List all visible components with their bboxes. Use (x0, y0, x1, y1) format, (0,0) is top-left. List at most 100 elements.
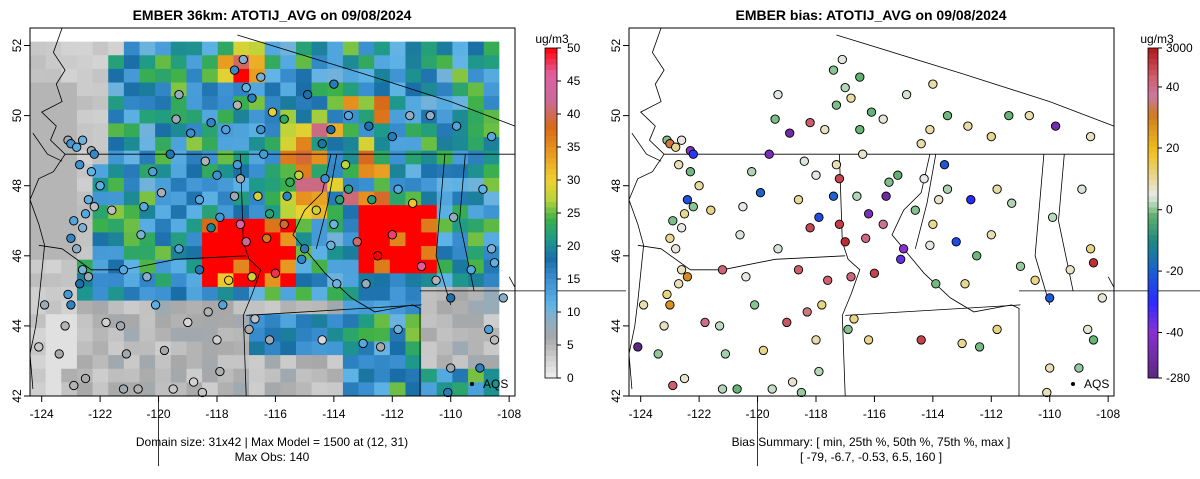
colorbar-segment (545, 119, 557, 126)
bias-point (770, 114, 780, 124)
observation-point (101, 317, 111, 328)
heatmap-cell (123, 232, 141, 247)
observation-point (446, 293, 456, 303)
heatmap-cell (92, 232, 109, 247)
observation-point (221, 124, 231, 135)
heatmap-cell (499, 191, 516, 206)
heatmap-cell (249, 82, 266, 97)
heatmap-cell (421, 355, 438, 370)
heatmap-cell (311, 300, 328, 315)
bias-point (919, 174, 929, 184)
observation-point (107, 205, 117, 215)
heatmap-cell (389, 205, 406, 220)
bias-point (957, 338, 967, 349)
colorbar-tick-label: 0 (1166, 203, 1173, 217)
colorbar-segment (545, 218, 557, 225)
heatmap-cell (374, 205, 391, 220)
heatmap-cell (170, 314, 187, 329)
heatmap-cell (217, 191, 234, 206)
heatmap-cell (139, 382, 156, 397)
heatmap-cell (389, 314, 406, 329)
observation-point (159, 345, 170, 356)
heatmap-cell (202, 259, 219, 274)
heatmap-cell (421, 164, 438, 179)
heatmap-cell (295, 314, 313, 329)
heatmap-cell (233, 123, 250, 138)
heatmap-cell (295, 368, 313, 383)
bias-point (966, 195, 976, 205)
heatmap-cell (327, 137, 344, 152)
observation-point (66, 233, 76, 243)
colorbar-segment (1148, 114, 1158, 120)
heatmap-cell (499, 82, 516, 97)
heatmap-cell (45, 109, 62, 124)
heatmap-cell (30, 68, 47, 84)
observation-point (311, 205, 321, 215)
heatmap-cell (421, 123, 438, 138)
heatmap-cell (358, 286, 375, 302)
x-tick-label: -122 (687, 407, 711, 421)
heatmap-cell (233, 368, 250, 383)
observation-point (232, 160, 243, 170)
colorbar-segment (545, 70, 557, 76)
bias-point (858, 149, 868, 159)
heatmap-cell (76, 41, 94, 56)
observation-point (408, 198, 418, 208)
bias-point (799, 156, 809, 166)
heatmap-cell (139, 368, 156, 383)
heatmap-cell (30, 137, 47, 152)
observation-point (302, 89, 313, 100)
observation-point (171, 114, 181, 124)
observation-point (448, 212, 459, 222)
heatmap-cell (233, 286, 250, 302)
colorbar-segment (545, 312, 557, 318)
heatmap-cell (295, 68, 313, 84)
heatmap-cell (123, 300, 141, 315)
colorbar-tick-label: 10 (567, 305, 581, 319)
observation-point (215, 212, 225, 222)
heatmap-cell (30, 246, 47, 261)
observation-point (416, 261, 427, 271)
bias-point (834, 174, 845, 184)
bias-point (1088, 258, 1099, 268)
heatmap-cell (421, 246, 438, 261)
x-tick-label: -118 (804, 407, 827, 421)
observation-point (156, 188, 167, 198)
observation-point (139, 202, 149, 212)
heatmap-cell (358, 232, 375, 247)
heatmap-cell (280, 28, 297, 43)
heatmap-cell (123, 150, 141, 165)
right-caption-line1: Bias Summary: [ min, 25th %, 50th %, 75t… (732, 435, 1011, 449)
heatmap-cell (342, 355, 360, 370)
heatmap-cell (468, 300, 485, 315)
heatmap-cell (295, 150, 313, 165)
heatmap-cell (61, 28, 78, 43)
colorbar-segment (545, 86, 557, 93)
heatmap-cell (358, 218, 375, 233)
heatmap-cell (155, 327, 172, 342)
observation-point (148, 167, 158, 177)
bias-point (931, 279, 941, 289)
heatmap-cell (421, 205, 438, 220)
heatmap-cell (76, 232, 94, 247)
heatmap-cell (280, 82, 297, 97)
heatmap-cell (202, 191, 219, 206)
bias-point (785, 128, 795, 138)
heatmap-cell (139, 327, 156, 342)
heatmap-cell (374, 96, 391, 111)
observation-point (89, 149, 99, 159)
heatmap-cell (311, 41, 328, 56)
observation-point (451, 121, 462, 131)
heatmap-cell (421, 314, 438, 329)
bias-point (662, 289, 672, 300)
heatmap-cell (342, 273, 360, 288)
colorbar-segment (545, 191, 557, 197)
heatmap-cell (452, 341, 469, 356)
heatmap-cell (61, 259, 78, 274)
observation-point (387, 131, 397, 142)
heatmap-cell (139, 137, 156, 152)
heatmap-cell (389, 96, 406, 111)
heatmap-cell (139, 82, 156, 97)
heatmap-cell (295, 218, 313, 233)
bias-point (840, 237, 850, 247)
